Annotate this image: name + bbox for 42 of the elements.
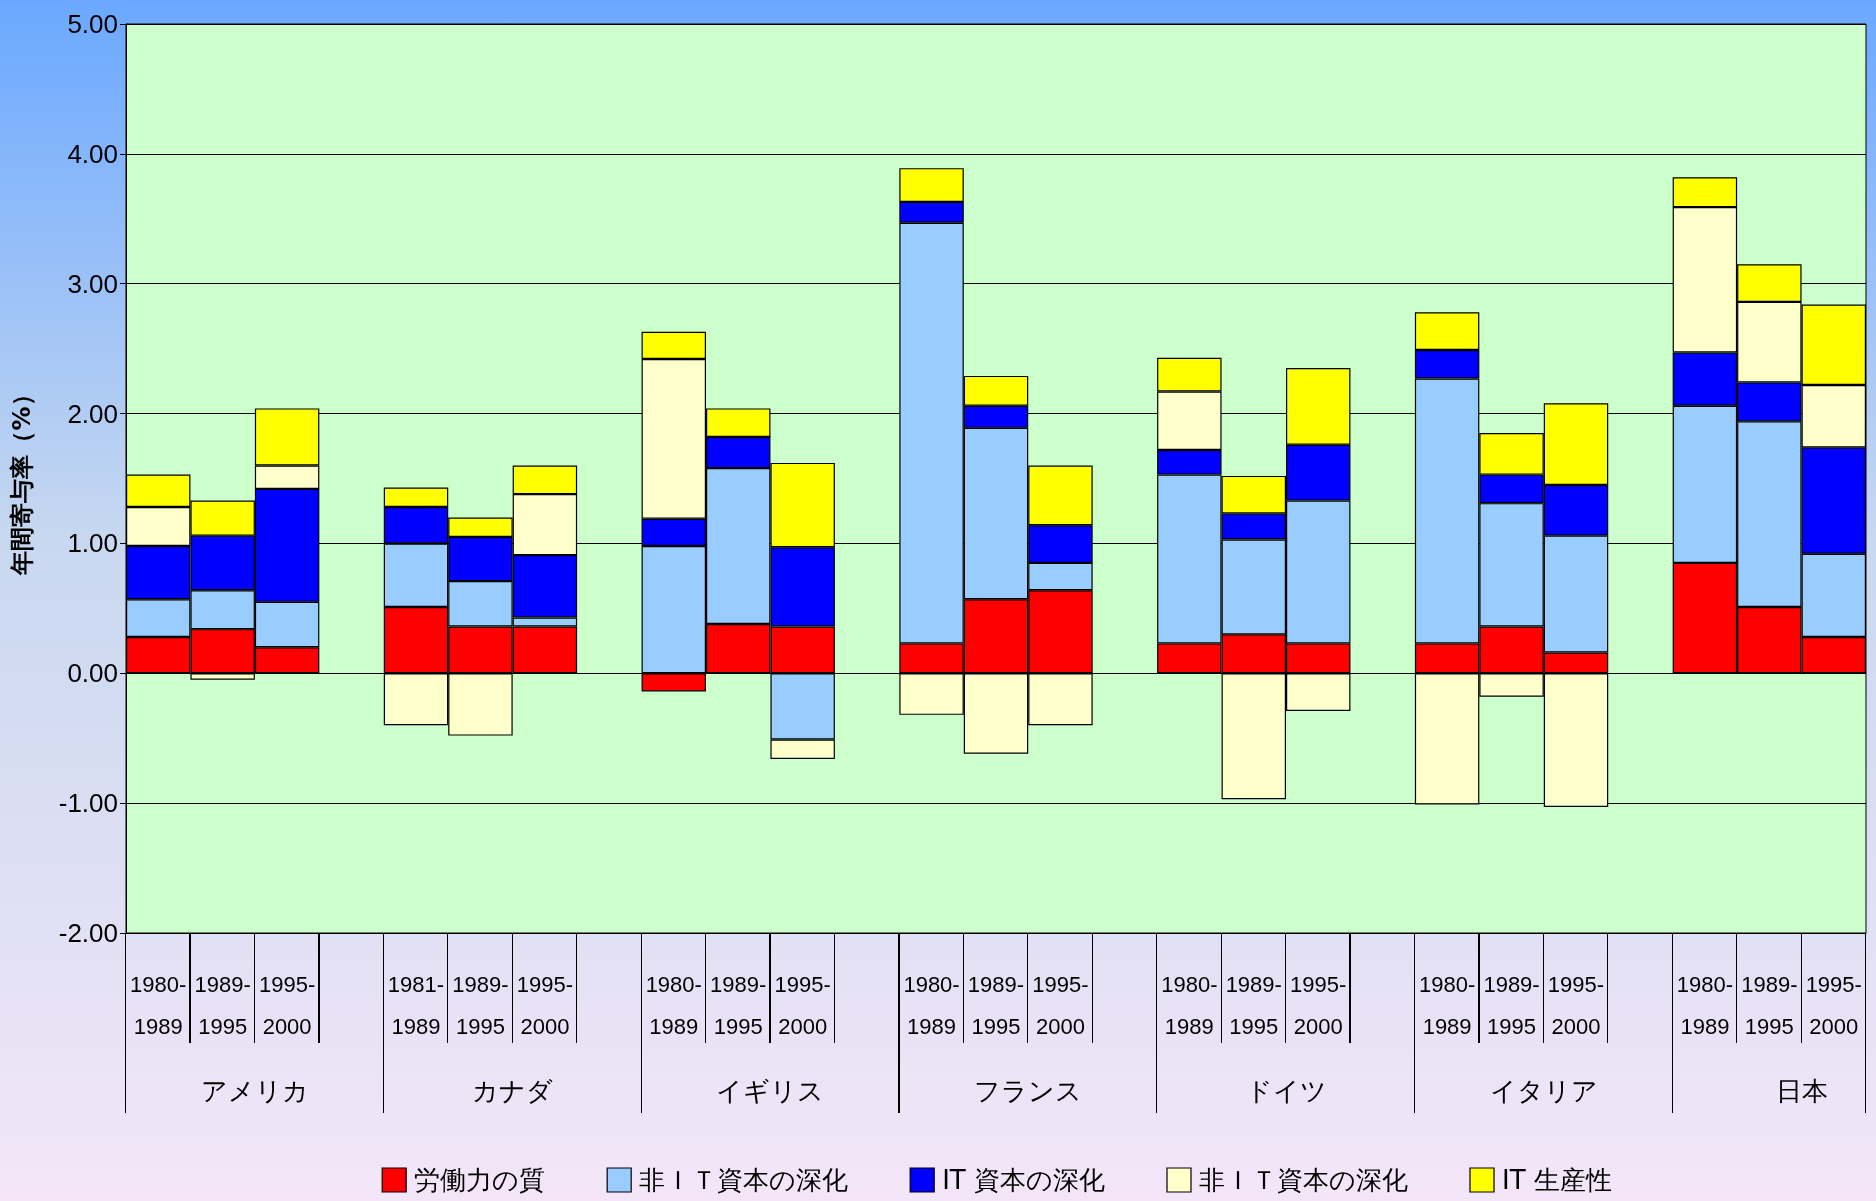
y-tick-label: -2.00 [58,918,118,948]
x-tick-label: 1989- 1995 [452,971,509,1039]
x-tick-label: 1989- 1995 [1741,971,1798,1039]
legend-label: IT 生産性 [1502,1165,1612,1195]
legend-label: IT 資本の深化 [942,1165,1106,1195]
y-tick-label: 4.00 [67,138,118,169]
x-tick-label: 1995- 2000 [1547,971,1605,1039]
y-tick-label: 2.00 [67,398,118,429]
x-tick-label: 1980- 1989 [645,971,702,1039]
legend-label: 非ＩＴ資本の深化 [639,1165,849,1195]
text: フランス [974,1076,1083,1106]
y-tick-label: 3.00 [67,268,118,299]
x-tick-label: 1981- 1989 [387,971,445,1039]
text: ドイツ [1245,1076,1327,1106]
x-tick-label: 1989- 1995 [194,971,251,1039]
x-tick-label: 1980- 1989 [1161,971,1218,1039]
text: 日本 [1775,1076,1828,1106]
x-tick-label: 1980- 1989 [1418,971,1476,1039]
x-tick-label: 1980- 1989 [1676,971,1734,1039]
y-tick-label: 5.00 [67,9,118,39]
x-tick-label: 1989- 1995 [710,971,767,1039]
x-tick-label: 1980- 1989 [130,971,187,1039]
x-tick-label: 1995- 2000 [774,971,831,1039]
text: イギリス [716,1076,825,1106]
x-tick-label: 1989- 1995 [1225,971,1282,1039]
x-tick-label: 1995- 2000 [516,971,574,1039]
legend-label: 非ＩＴ資本の深化 [1199,1165,1408,1195]
x-tick-label: 1989- 1995 [967,971,1025,1039]
text: イタリア [1489,1076,1598,1106]
x-tick-label: 1995- 2000 [1805,971,1862,1039]
x-tick-label: 1989- 1995 [1483,971,1540,1039]
legend-label: 労働力の質 [414,1165,546,1195]
y-axis-title: 年間寄与率（%） [8,382,36,576]
x-tick-label: 1995- 2000 [1290,971,1347,1039]
x-tick-label: 1995- 2000 [258,971,316,1039]
y-tick-label: 0.00 [67,658,118,689]
text: アメリカ [200,1076,309,1106]
y-tick-label: 1.00 [67,528,118,559]
x-tick-label: 1995- 2000 [1032,971,1089,1039]
x-tick-label: 1980- 1989 [903,971,960,1039]
y-tick-label: -1.00 [58,788,118,819]
text: カナダ [472,1076,554,1106]
